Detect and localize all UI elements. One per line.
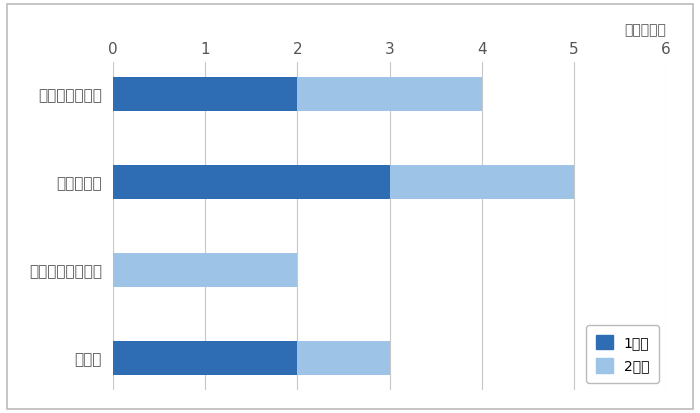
Bar: [113, 342, 298, 375]
Bar: [113, 253, 298, 287]
Bar: [113, 165, 390, 199]
Bar: [298, 342, 390, 375]
Bar: [298, 77, 482, 111]
Legend: 1番目, 2番目: 1番目, 2番目: [587, 325, 659, 383]
Text: （企業数）: （企業数）: [624, 23, 666, 37]
Bar: [113, 77, 298, 111]
Bar: [390, 165, 574, 199]
